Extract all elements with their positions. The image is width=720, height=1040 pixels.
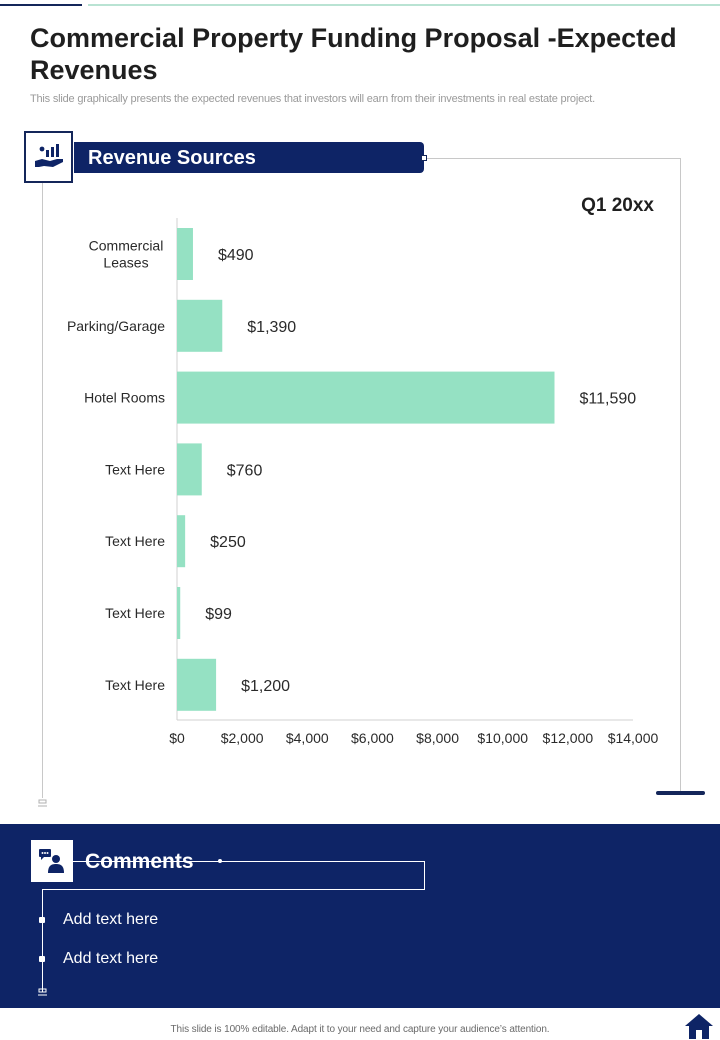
frame-connector-dot <box>421 155 427 161</box>
revenue-icon-box <box>24 131 73 183</box>
x-tick-label-6: $10,000 <box>477 730 528 746</box>
comment-bullet-2 <box>39 956 45 962</box>
bar-5 <box>177 515 186 568</box>
comment-item-2: Add text here <box>63 950 159 967</box>
bar-2 <box>177 299 223 352</box>
home-icon[interactable] <box>684 1012 714 1040</box>
frame-right-accent <box>656 791 705 795</box>
bar-value-label-4: $760 <box>227 462 263 479</box>
bar-value-label-7: $1,200 <box>241 678 290 695</box>
comments-frame-dot <box>218 859 222 863</box>
comment-item-1: Add text here <box>63 911 159 928</box>
bar-value-label-3: $11,590 <box>580 391 637 408</box>
x-tick-label-2: $2,000 <box>221 730 264 746</box>
bar-value-label-6: $99 <box>205 606 232 623</box>
x-tick-label-5: $8,000 <box>416 730 459 746</box>
frame-end-marker-icon <box>38 799 47 807</box>
page-subtitle: This slide graphically presents the expe… <box>30 93 596 105</box>
comments-frame <box>42 861 425 890</box>
x-tick-label-7: $12,000 <box>543 730 594 746</box>
footer-note: This slide is 100% editable. Adapt it to… <box>170 1024 550 1035</box>
hand-chart-icon <box>35 144 63 167</box>
top-accent-line <box>0 4 82 6</box>
comments-panel: Comments Add text here Add text here <box>0 824 720 1008</box>
top-rule-line <box>88 4 720 6</box>
bar-7 <box>177 658 217 711</box>
bar-6 <box>177 587 181 639</box>
section-header: Revenue Sources <box>74 142 424 173</box>
section-header-label: Revenue Sources <box>88 147 256 169</box>
x-tick-label-1: $0 <box>169 730 185 746</box>
chart-period-label: Q1 20xx <box>581 195 654 216</box>
x-tick-label-8: $14,000 <box>608 730 659 746</box>
user-comment-icon <box>39 849 64 873</box>
bar-value-label-1: $490 <box>218 247 254 264</box>
x-tick-label-3: $4,000 <box>286 730 329 746</box>
x-tick-label-4: $6,000 <box>351 730 394 746</box>
comment-bullet-1 <box>39 917 45 923</box>
category-label-3: Hotel Rooms <box>84 390 165 406</box>
bar-value-label-2: $1,390 <box>247 319 296 336</box>
bar-value-label-5: $250 <box>210 534 246 551</box>
category-label-4: Text Here <box>105 461 165 477</box>
category-label-2: Parking/Garage <box>67 318 165 334</box>
category-label-5: Text Here <box>105 533 165 549</box>
comments-title: Comments <box>85 850 194 873</box>
frame-top-line <box>424 158 681 159</box>
frame-right-line <box>680 158 681 792</box>
comments-icon-box <box>31 840 73 882</box>
category-label-1: Commercial Leases <box>89 238 164 271</box>
comments-end-marker-icon <box>38 988 47 996</box>
revenue-bar-chart: $490 Commercial Leases $1,390 Parking/Garage… <box>67 218 659 746</box>
frame-left-line <box>42 183 43 798</box>
bar-3 <box>177 371 555 424</box>
page-title: Commercial Property Funding Proposal -Ex… <box>30 23 677 85</box>
category-label-7: Text Here <box>105 677 165 693</box>
bar-1 <box>177 228 193 280</box>
bar-4 <box>177 443 202 496</box>
comments-timeline-line <box>42 890 43 992</box>
category-label-6: Text Here <box>105 605 165 621</box>
